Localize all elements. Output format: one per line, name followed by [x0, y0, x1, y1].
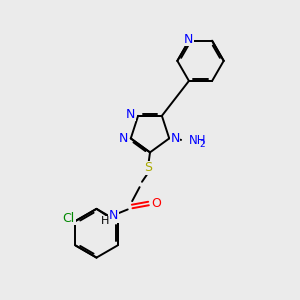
Text: Cl: Cl [63, 212, 75, 225]
Text: N: N [126, 108, 135, 121]
Text: O: O [151, 197, 161, 210]
Text: S: S [145, 161, 152, 174]
Text: N: N [170, 132, 180, 145]
Text: 2: 2 [199, 140, 205, 149]
Text: N: N [119, 132, 128, 145]
Text: H: H [101, 216, 110, 226]
Text: N: N [184, 33, 194, 46]
Text: NH: NH [189, 134, 207, 147]
Text: N: N [109, 209, 118, 223]
